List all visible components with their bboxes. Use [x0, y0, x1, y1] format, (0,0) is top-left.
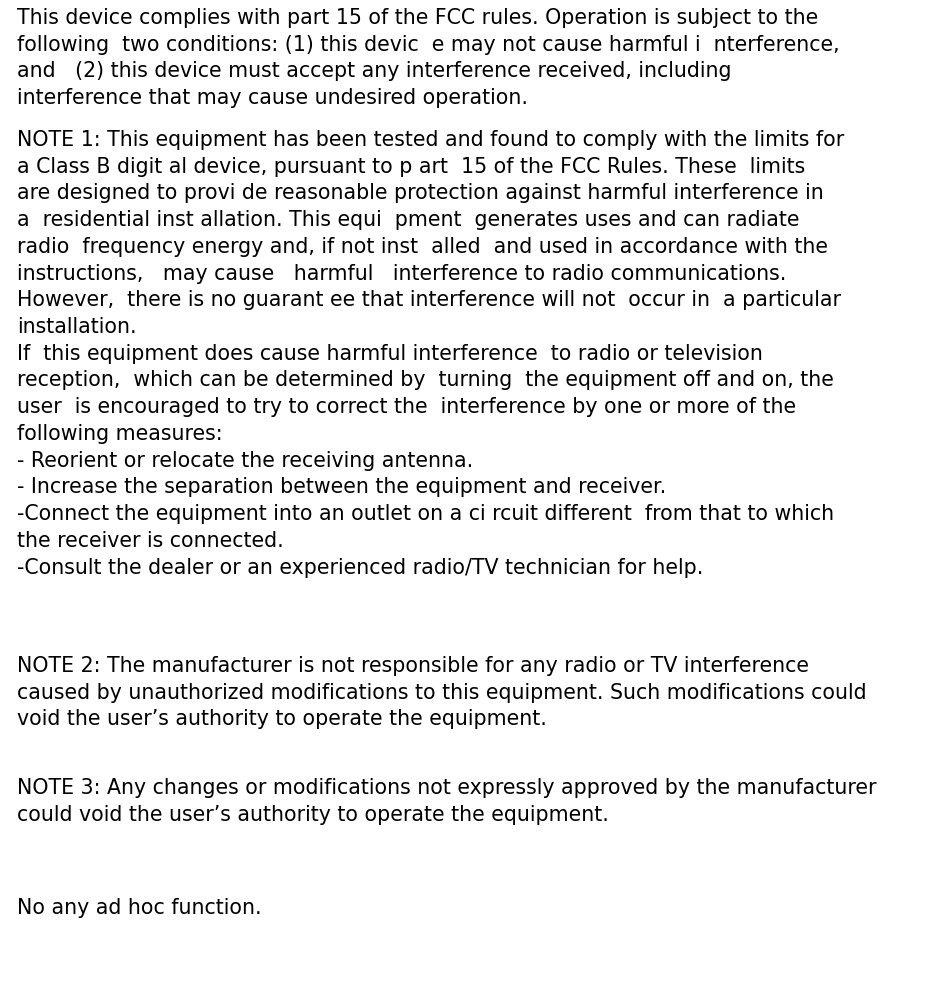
Text: NOTE 1: This equipment has been tested and found to comply with the limits for
a: NOTE 1: This equipment has been tested a…	[17, 130, 844, 578]
Text: NOTE 2: The manufacturer is not responsible for any radio or TV interference
cau: NOTE 2: The manufacturer is not responsi…	[17, 656, 867, 730]
Text: This device complies with part 15 of the FCC rules. Operation is subject to the
: This device complies with part 15 of the…	[17, 8, 839, 108]
Text: No any ad hoc function.: No any ad hoc function.	[17, 898, 261, 918]
Text: NOTE 3: Any changes or modifications not expressly approved by the manufacturer
: NOTE 3: Any changes or modifications not…	[17, 778, 876, 824]
